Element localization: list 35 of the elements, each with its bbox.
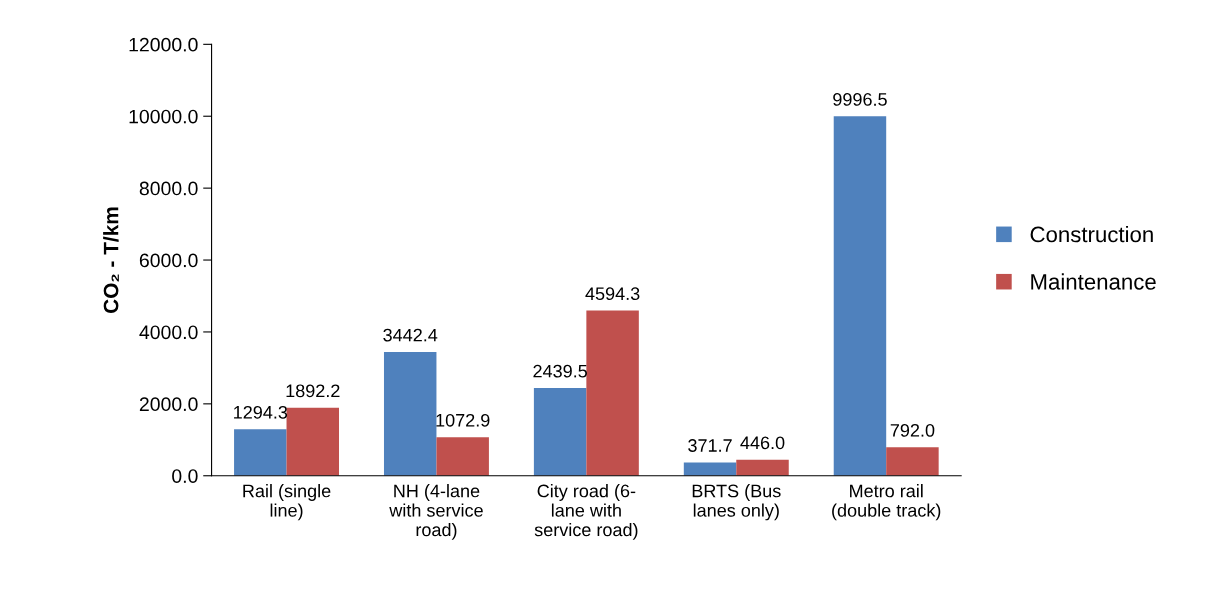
data-label: 792.0	[890, 423, 935, 437]
x-tick-label: City road (6- lane with service road)	[534, 484, 638, 540]
y-tick-label: 10000.0	[129, 109, 198, 124]
x-tick-label: BRTS (Bus lanes only)	[692, 484, 781, 521]
legend-label: Maintenance	[1031, 273, 1156, 290]
y-axis-title: CO₂ - T/km	[103, 207, 119, 314]
data-label: 1892.2	[286, 384, 340, 398]
bar	[533, 388, 587, 476]
data-label: 1294.3	[234, 405, 288, 419]
y-tick-label: 0.0	[172, 469, 198, 483]
bar	[683, 462, 737, 476]
bar	[886, 447, 939, 476]
y-tick-label: 4000.0	[139, 325, 198, 340]
bar	[234, 429, 287, 476]
data-label: 4594.3	[585, 287, 640, 301]
y-tick-label: 6000.0	[139, 253, 198, 268]
x-tick-label: Rail (single line)	[243, 484, 331, 521]
y-tick-label: 12000.0	[129, 37, 198, 52]
bar	[586, 310, 639, 476]
data-label: 371.7	[688, 439, 732, 452]
data-label: 3442.4	[383, 328, 438, 342]
bar	[833, 116, 887, 476]
bar	[436, 437, 489, 476]
y-tick-label: 8000.0	[139, 181, 198, 196]
data-label: 2439.5	[533, 364, 587, 378]
data-label: 9996.5	[833, 93, 887, 106]
legend-label: Construction	[1030, 225, 1153, 243]
bar	[736, 459, 789, 476]
y-tick-label: 2000.0	[139, 397, 198, 412]
bar	[286, 407, 339, 476]
x-tick-label: NH (4-lane with service road)	[389, 484, 483, 540]
data-label: 1072.9	[436, 413, 490, 427]
data-label: 446.0	[740, 436, 785, 450]
bar	[383, 351, 437, 476]
x-tick-label: Metro rail (double track)	[832, 484, 941, 521]
